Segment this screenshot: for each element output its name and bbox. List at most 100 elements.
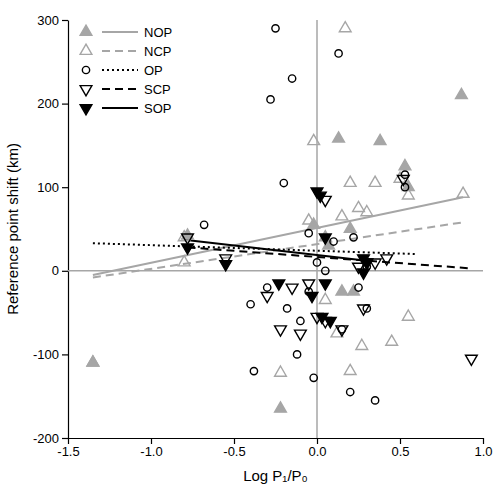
point (361, 205, 373, 215)
point (87, 356, 99, 366)
point (319, 280, 331, 290)
tick: -1.0 (140, 438, 162, 459)
point (250, 367, 257, 374)
point (344, 222, 356, 232)
point (358, 269, 370, 279)
tick-mark (62, 271, 68, 272)
point (275, 326, 287, 336)
point (386, 335, 398, 345)
point (267, 96, 274, 103)
point (264, 284, 271, 291)
tick-label: 0.5 (391, 444, 409, 459)
legend-label: OP (144, 63, 163, 78)
legend-item: OP (82, 63, 162, 78)
fit-line (184, 240, 367, 261)
point (336, 210, 348, 220)
point (319, 293, 331, 303)
x-axis: -1.5 -1.0 -0.5 0.0 0.5 1.0 (57, 438, 492, 459)
fit-line (93, 222, 463, 277)
point (353, 201, 365, 211)
tick-mark (483, 438, 484, 444)
y-axis: -200 -100 0 100 200 300 (33, 13, 69, 446)
point (347, 388, 354, 395)
fit-line (93, 197, 463, 275)
tick: 100 (37, 180, 68, 195)
tick-label: -1.5 (57, 444, 79, 459)
tick: -0.5 (223, 438, 245, 459)
tick-label: 0.0 (308, 444, 326, 459)
tick-mark (151, 438, 152, 444)
legend-item: SOP (80, 101, 171, 116)
point (465, 355, 477, 365)
tick-mark (68, 438, 69, 444)
point (275, 366, 287, 376)
point (261, 292, 273, 302)
axis-line (68, 21, 69, 439)
tick: 200 (37, 96, 68, 111)
point (273, 280, 285, 290)
legend-marker (80, 44, 92, 54)
point (200, 221, 207, 228)
tick-mark (62, 20, 68, 21)
point (87, 356, 99, 366)
point (324, 318, 336, 328)
point (336, 326, 348, 336)
point (286, 284, 298, 294)
point (275, 402, 287, 412)
point (313, 259, 320, 266)
tick-label: -100 (33, 347, 59, 362)
point (330, 238, 337, 245)
point (319, 234, 331, 244)
legend-marker (80, 105, 92, 115)
point (322, 267, 329, 274)
tick: -100 (33, 347, 68, 362)
legend-item: SCP (80, 82, 171, 97)
legend-label: NOP (144, 25, 172, 40)
point (308, 134, 320, 144)
point (293, 351, 300, 358)
plot: -1.5 -1.0 -0.5 0.0 0.5 1.0 -200 -100 0 100 200 300 N… (33, 13, 493, 460)
x-axis-title: Log P₁/P₀ (243, 467, 308, 484)
tick-mark (317, 438, 318, 444)
tick: 0.0 (308, 438, 326, 459)
legend-line (102, 50, 138, 52)
point (220, 261, 232, 271)
point (305, 230, 312, 237)
point (182, 244, 194, 254)
point (178, 256, 190, 266)
point (344, 176, 356, 186)
tick: 0 (52, 263, 68, 278)
point (182, 234, 194, 244)
point (350, 234, 357, 241)
tick-mark (62, 103, 68, 104)
point (283, 305, 290, 312)
tick-label: 300 (37, 13, 59, 28)
tick: -200 (33, 431, 68, 446)
point (335, 50, 342, 57)
point (247, 301, 254, 308)
tick-mark (234, 438, 235, 444)
point (295, 330, 307, 340)
tick-label: -0.5 (223, 444, 245, 459)
tick: 0.5 (391, 438, 409, 459)
point (381, 255, 393, 265)
point (310, 374, 317, 381)
point (272, 25, 279, 32)
axis-line (69, 438, 484, 439)
point (457, 187, 469, 197)
point (358, 255, 370, 265)
point (369, 176, 381, 186)
data-area (68, 20, 483, 438)
legend-marker (82, 66, 89, 73)
tick-label: -1.0 (140, 444, 162, 459)
tick-label: 200 (37, 96, 59, 111)
point (333, 132, 345, 142)
legend-item: NOP (80, 25, 172, 40)
tick-label: 0 (52, 263, 59, 278)
point (371, 397, 378, 404)
point (399, 160, 411, 170)
tick-label: 1.0 (474, 444, 492, 459)
legend-label: SCP (144, 82, 171, 97)
point (355, 284, 362, 291)
tick-label: -200 (33, 431, 59, 446)
